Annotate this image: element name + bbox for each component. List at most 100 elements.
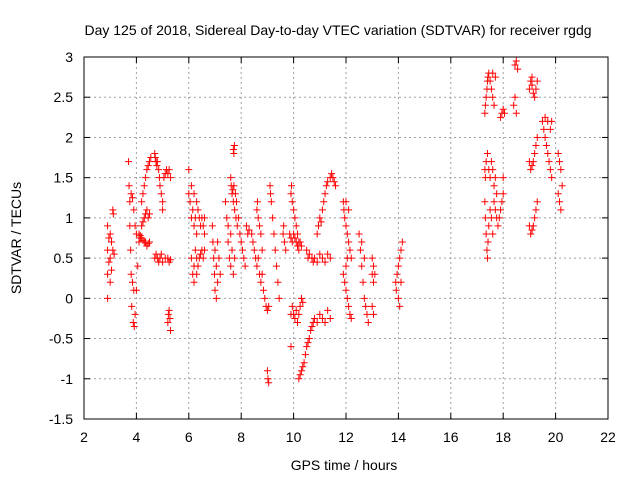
data-point: [139, 218, 147, 226]
data-point: [212, 262, 220, 270]
data-point: [287, 190, 295, 198]
data-point: [355, 230, 363, 238]
data-point: [125, 182, 133, 190]
data-point: [108, 238, 116, 246]
data-point: [229, 186, 237, 194]
x-axis-label: GPS time / hours: [291, 457, 398, 473]
data-point: [134, 262, 142, 270]
data-point: [495, 214, 503, 222]
data-point: [491, 73, 499, 81]
data-point: [396, 254, 404, 262]
data-point: [501, 109, 509, 117]
data-point: [485, 222, 493, 230]
data-point: [253, 262, 261, 270]
data-point: [110, 250, 118, 258]
data-point: [166, 314, 174, 322]
data-point: [127, 246, 135, 254]
data-point: [316, 250, 324, 258]
data-point: [212, 294, 220, 302]
data-point: [487, 85, 495, 93]
data-point: [166, 256, 174, 264]
data-point: [362, 302, 370, 310]
data-point: [345, 206, 353, 214]
x-tick-label: 16: [443, 429, 459, 445]
data-point: [104, 270, 112, 278]
data-point: [143, 206, 151, 214]
data-point: [330, 178, 338, 186]
y-tick-label: 2.5: [54, 89, 74, 105]
data-point: [299, 363, 307, 371]
data-point: [296, 238, 304, 246]
data-point: [128, 278, 136, 286]
data-point: [528, 81, 536, 89]
data-point: [303, 246, 311, 254]
data-point: [546, 125, 554, 133]
data-point: [146, 210, 153, 218]
data-point: [370, 278, 378, 286]
data-point: [484, 238, 492, 246]
x-axis-ticks: 2 4 6 8 10 12 14 16 18 20 22: [80, 57, 616, 445]
data-point: [556, 158, 564, 166]
y-tick-label: 0: [65, 290, 73, 306]
data-point: [214, 278, 222, 286]
data-point: [342, 198, 350, 206]
data-point: [528, 162, 536, 170]
data-point: [525, 85, 533, 93]
data-point: [274, 278, 282, 286]
data-point: [343, 254, 351, 262]
data-point: [156, 182, 164, 190]
data-point: [131, 222, 139, 230]
y-tick-label: 1.5: [54, 170, 74, 186]
data-point: [341, 278, 349, 286]
data-point: [261, 294, 269, 302]
data-point: [236, 230, 244, 238]
data-point: [529, 158, 537, 166]
data-point: [514, 65, 522, 73]
data-point: [394, 262, 402, 270]
data-point: [554, 190, 562, 198]
data-point: [231, 190, 239, 198]
x-tick-label: 14: [391, 429, 407, 445]
data-point: [484, 73, 492, 81]
data-point: [186, 198, 194, 206]
data-point: [109, 206, 117, 214]
data-point: [190, 278, 198, 286]
data-point: [546, 166, 554, 174]
data-point: [527, 166, 535, 174]
data-point: [557, 206, 565, 214]
data-point: [105, 258, 113, 266]
data-point: [489, 230, 497, 238]
data-point: [287, 343, 295, 351]
data-point: [512, 109, 520, 117]
data-point: [540, 125, 548, 133]
data-point: [313, 258, 321, 266]
data-point: [360, 294, 368, 302]
data-point: [548, 117, 556, 125]
data-point: [341, 214, 349, 222]
data-point: [489, 93, 497, 101]
data-point: [370, 310, 378, 318]
data-point: [288, 302, 296, 310]
data-point: [311, 314, 319, 322]
data-point: [332, 182, 340, 190]
data-point: [532, 206, 540, 214]
data-point: [314, 222, 322, 230]
data-point: [320, 198, 328, 206]
data-point: [151, 150, 159, 158]
data-point: [297, 367, 305, 375]
data-point: [237, 238, 245, 246]
data-point: [303, 343, 311, 351]
data-point: [491, 174, 499, 182]
data-point: [290, 230, 298, 238]
data-point: [556, 198, 564, 206]
data-point: [140, 182, 148, 190]
data-point: [187, 182, 195, 190]
data-point: [199, 254, 207, 262]
data-point: [125, 158, 133, 166]
data-point: [493, 190, 501, 198]
data-point: [548, 174, 556, 182]
data-point: [165, 306, 173, 314]
data-point: [271, 246, 279, 254]
x-tick-label: 20: [548, 429, 564, 445]
data-point: [558, 182, 566, 190]
